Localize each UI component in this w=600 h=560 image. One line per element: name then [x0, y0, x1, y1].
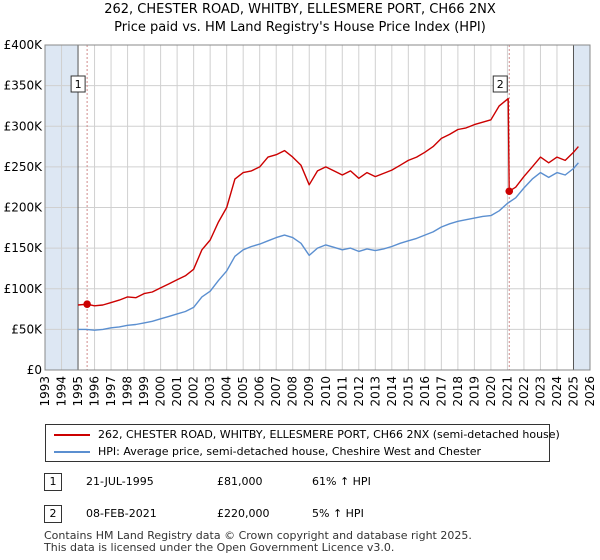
transaction-hpi-change: 5% ↑ HPI — [312, 507, 364, 520]
y-tick-label: £50K — [11, 322, 43, 336]
x-tick-label: 2014 — [385, 376, 399, 407]
y-tick-label: £150K — [4, 241, 44, 255]
x-tick-label: 2018 — [451, 376, 465, 407]
x-tick-label: 2000 — [154, 376, 168, 407]
x-tick-label: 1995 — [71, 376, 85, 407]
x-tick-label: 2011 — [335, 376, 349, 407]
x-tick-label: 2008 — [286, 376, 300, 407]
y-tick-label: £300K — [4, 119, 44, 133]
transaction-marker-box: 2 — [44, 505, 62, 523]
x-tick-label: 2009 — [302, 376, 316, 407]
x-tick-label: 1994 — [55, 376, 69, 407]
transaction-date: 08-FEB-2021 — [86, 507, 157, 520]
y-tick-label: £200K — [4, 201, 44, 215]
chart-legend: 262, CHESTER ROAD, WHITBY, ELLESMERE POR… — [45, 424, 560, 462]
x-tick-label: 2007 — [269, 376, 283, 407]
x-tick-label: 1993 — [38, 376, 52, 407]
x-tick-label: 2001 — [170, 376, 184, 407]
legend-label-hpi: HPI: Average price, semi-detached house,… — [98, 445, 482, 458]
x-tick-label: 2010 — [319, 376, 333, 407]
legend-label-property: 262, CHESTER ROAD, WHITBY, ELLESMERE POR… — [98, 428, 560, 441]
event-label: 2 — [497, 78, 504, 91]
chart-title-block: 262, CHESTER ROAD, WHITBY, ELLESMERE POR… — [0, 1, 600, 37]
legend-swatch-property — [54, 434, 90, 436]
x-tick-label: 2012 — [352, 376, 366, 407]
x-tick-label: 2021 — [500, 376, 514, 407]
x-tick-label: 2017 — [434, 376, 448, 407]
event-label-box — [70, 75, 86, 93]
chart-subtitle: Price paid vs. HM Land Registry's House … — [114, 20, 486, 35]
transaction-point — [83, 300, 91, 308]
event-label-box — [492, 75, 508, 93]
series-line-property — [77, 97, 579, 307]
plot-border — [44, 44, 591, 371]
transaction-price: £220,000 — [217, 507, 270, 520]
legend-swatch-hpi — [54, 451, 90, 453]
x-tick-label: 1997 — [104, 376, 118, 407]
transaction-price: £81,000 — [217, 475, 263, 488]
x-tick-label: 2005 — [236, 376, 250, 407]
x-tick-label: 2019 — [467, 376, 481, 407]
y-tick-label: £350K — [4, 79, 44, 93]
x-tick-label: 2006 — [253, 376, 267, 407]
footer-copyright: Contains HM Land Registry data © Crown c… — [44, 529, 472, 542]
x-tick-label: 2004 — [220, 376, 234, 407]
x-tick-label: 2023 — [533, 376, 547, 407]
x-tick-label: 2022 — [517, 376, 531, 407]
table-row: 1 21-JUL-1995 £81,000 61% ↑ HPI — [44, 473, 564, 491]
table-row: 2 08-FEB-2021 £220,000 5% ↑ HPI — [44, 505, 564, 523]
series-line-hpi — [78, 162, 579, 331]
footer: Contains HM Land Registry data © Crown c… — [44, 530, 472, 554]
transaction-point — [505, 187, 514, 196]
y-tick-label: £0 — [27, 363, 42, 377]
legend-item-property: 262, CHESTER ROAD, WHITBY, ELLESMERE POR… — [54, 427, 560, 443]
transaction-marker-box: 1 — [44, 473, 62, 491]
x-tick-label: 2003 — [203, 376, 217, 407]
x-tick-label: 2025 — [566, 376, 580, 407]
x-tick-label: 1998 — [121, 376, 135, 407]
chart-title: 262, CHESTER ROAD, WHITBY, ELLESMERE POR… — [104, 2, 496, 17]
x-tick-label: 2013 — [368, 376, 382, 407]
transaction-date: 21-JUL-1995 — [86, 475, 154, 488]
y-tick-label: £400K — [4, 38, 44, 52]
x-tick-label: 2016 — [418, 376, 432, 407]
x-tick-label: 2020 — [484, 376, 498, 407]
x-tick-label: 2026 — [583, 376, 597, 407]
y-tick-label: £250K — [4, 160, 44, 174]
y-tick-label: £100K — [4, 282, 44, 296]
x-tick-label: 2015 — [401, 376, 415, 407]
x-tick-label: 2024 — [550, 376, 564, 407]
transaction-hpi-change: 61% ↑ HPI — [312, 475, 371, 488]
price-chart: 1 2 £0 £50K £100K £150K £200K £250K £300K £350K £4… — [4, 38, 597, 407]
x-tick-label: 1996 — [88, 376, 102, 407]
x-tick-label: 2002 — [187, 376, 201, 407]
x-tick-label: 1999 — [137, 376, 151, 407]
legend-item-hpi: HPI: Average price, semi-detached house,… — [54, 444, 481, 460]
event-label: 1 — [75, 78, 82, 91]
footer-license: This data is licensed under the Open Gov… — [44, 541, 395, 554]
